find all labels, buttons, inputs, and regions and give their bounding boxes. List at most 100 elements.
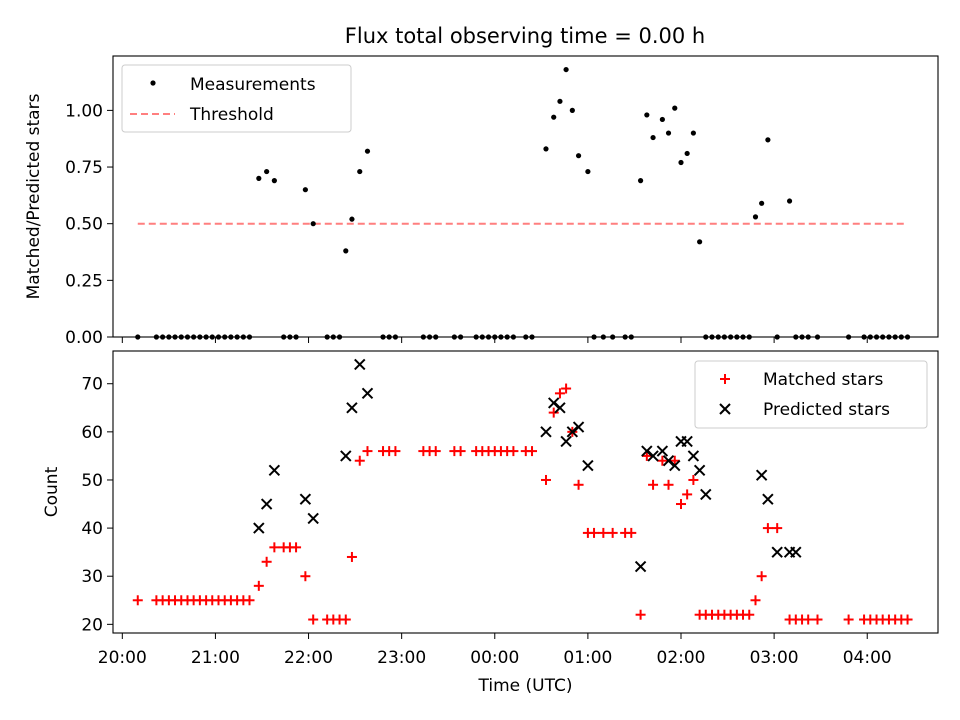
predicted-star-point-stroke	[771, 546, 783, 558]
measurement-point	[310, 221, 316, 227]
legend-label-threshold: Threshold	[189, 105, 274, 125]
matched-star-point	[390, 446, 401, 457]
predicted-star-point-stroke	[582, 459, 594, 472]
measurement-point	[690, 130, 696, 136]
predicted-star-point	[641, 445, 653, 457]
predicted-star-point-stroke	[540, 426, 552, 438]
matched-star-point	[430, 446, 441, 457]
count-y-tick-label: 60	[81, 423, 103, 443]
measurement-point	[575, 153, 582, 159]
matched-star-point	[676, 499, 687, 510]
predicted-star-point-stroke	[361, 387, 374, 400]
predicted-star-point	[669, 459, 681, 472]
legend-plus-marker	[720, 374, 730, 384]
measurement-points	[135, 66, 911, 340]
matched-star-point	[772, 523, 783, 534]
measurement-point	[678, 159, 684, 166]
predicted-star-point	[268, 464, 281, 477]
matched-star-point	[657, 455, 668, 466]
measurement-point	[697, 239, 703, 245]
predicted-star-point-stroke	[641, 445, 653, 457]
measurement-point	[364, 148, 371, 154]
legend-frame	[694, 360, 928, 429]
measurement-point	[357, 168, 363, 175]
measurement-point	[543, 146, 549, 152]
matched-star-point	[762, 523, 773, 534]
predicted-star-point	[755, 469, 768, 481]
measurement-point	[585, 168, 591, 175]
matched-star-point	[354, 455, 365, 466]
legend-marker-measurements	[150, 80, 156, 86]
measurement-point	[343, 248, 349, 254]
matched-star-point	[561, 383, 572, 394]
predicted-star-point	[307, 512, 319, 525]
measurement-point	[569, 107, 575, 113]
count-panel: 20 30 40 50 60 70 20:00 21:00 22:00 23:00 00:00 01:…	[42, 350, 939, 696]
predicted-star-point-stroke	[762, 493, 774, 505]
predicted-star-point	[762, 493, 774, 505]
ratio-y-tick-label: 1.00	[65, 101, 103, 121]
predicted-star-point-stroke	[548, 397, 560, 409]
matched-star-point	[362, 446, 373, 457]
predicted-star-point-stroke	[662, 455, 675, 467]
predicted-star-point-stroke	[669, 459, 681, 472]
legend-label-matched-stars: Matched stars	[763, 370, 883, 390]
matched-star-point	[455, 446, 466, 457]
measurement-point	[557, 98, 563, 104]
ratio-y-tick-label: 0.50	[65, 215, 103, 235]
measurement-point	[644, 112, 650, 118]
measurement-point	[752, 214, 759, 220]
predicted-star-point	[346, 402, 358, 414]
matched-star-point	[607, 527, 618, 538]
predicted-star-point	[693, 464, 706, 477]
predicted-star-point-stroke	[560, 435, 572, 448]
count-y-tick-label: 20	[81, 615, 103, 635]
legend-marker-matched-stars	[720, 374, 730, 384]
predicted-star-point	[566, 426, 579, 438]
predicted-star-point-stroke	[354, 358, 366, 371]
legend-label-measurements: Measurements	[190, 75, 316, 95]
x-tick-label: 01:00	[563, 648, 612, 668]
predicted-star-point	[540, 426, 552, 438]
ratio-axes-frame	[112, 55, 939, 338]
ratio-panel: 0.00 0.25 0.50 0.75 1.00 Matched/Predicted s…	[24, 55, 939, 348]
predicted-star-point-stroke	[346, 402, 358, 414]
ratio-legend: Measurements Threshold	[121, 64, 352, 133]
predicted-star-point-stroke	[687, 450, 700, 462]
predicted-star-point-stroke	[554, 402, 566, 414]
predicted-star-point-stroke	[268, 464, 281, 477]
measurement-point	[672, 105, 678, 111]
measurement-point	[302, 187, 308, 193]
predicted-star-point	[681, 435, 693, 448]
x-tick-label: 23:00	[377, 648, 426, 668]
predicted-star-point	[647, 450, 659, 462]
matched-star-point	[682, 489, 693, 500]
predicted-star-point-stroke	[299, 493, 312, 505]
predicted-star-point-stroke	[755, 469, 768, 481]
measurement-point	[563, 66, 569, 73]
matched-star-point	[641, 450, 652, 461]
matched-star-point	[253, 580, 264, 591]
chart-title: Flux total observing time = 0.00 h	[345, 24, 705, 48]
predicted-star-point-stroke	[693, 464, 706, 477]
matched-star-point	[527, 446, 538, 457]
predicted-star-point	[700, 488, 712, 501]
predicted-star-point-stroke	[647, 450, 659, 462]
matched-star-point	[812, 614, 823, 625]
count-y-tick-label: 50	[81, 471, 103, 491]
predicted-star-point	[253, 522, 265, 534]
measurement-point	[551, 114, 557, 120]
predicted-star-point-stroke	[566, 426, 579, 438]
matched-star-point	[300, 571, 311, 582]
matched-star-point	[598, 527, 609, 538]
predicted-star-point-stroke	[260, 498, 273, 510]
predicted-star-point-stroke	[700, 488, 712, 501]
count-y-tick-label: 40	[81, 519, 103, 539]
predicted-star-point	[656, 445, 669, 457]
measurement-point	[256, 175, 262, 181]
measurement-point	[659, 116, 665, 123]
predicted-star-point-stroke	[790, 546, 802, 558]
matched-star-point	[261, 556, 272, 567]
measurement-point	[665, 130, 672, 136]
